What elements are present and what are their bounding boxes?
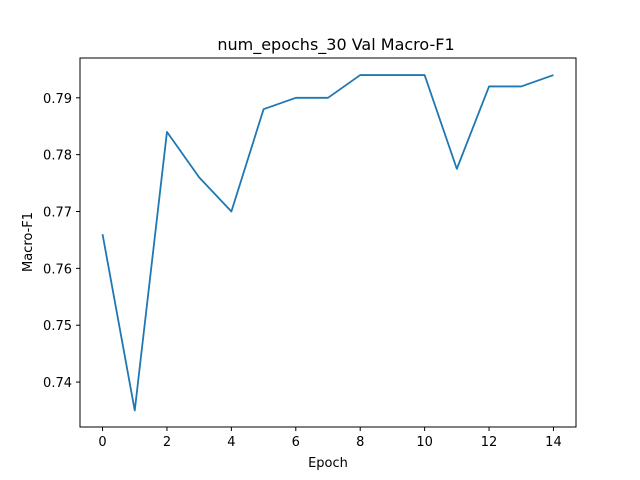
- x-tick-label: 2: [163, 435, 171, 450]
- y-tick-label: 0.77: [43, 206, 72, 221]
- plot-frame: [79, 57, 577, 428]
- y-tick-label: 0.76: [43, 262, 72, 277]
- x-tick-label: 10: [416, 435, 433, 450]
- x-tick-label: 12: [481, 435, 498, 450]
- x-tick-label: 6: [292, 435, 300, 450]
- series-lines: [101, 74, 554, 412]
- x-tick-label: 4: [227, 435, 235, 450]
- y-tick-label: 0.79: [43, 92, 72, 107]
- y-tick-label: 0.78: [43, 149, 72, 164]
- chart-title: num_epochs_30 Val Macro-F1: [217, 35, 454, 55]
- series-line: [101, 74, 554, 412]
- y-tick-label: 0.75: [43, 319, 72, 334]
- x-tick-label: 14: [545, 435, 562, 450]
- x-tick-label: 8: [356, 435, 364, 450]
- y-axis-label: Macro-F1: [21, 212, 36, 272]
- x-tick-label: 0: [98, 435, 106, 450]
- axis-ticks: 0 2 4 6 8 10 12 14 0.74 0.75 0.76 0.77 0.78 0.79: [43, 92, 562, 450]
- x-axis-label: Epoch: [308, 456, 348, 471]
- y-tick-label: 0.74: [43, 376, 72, 391]
